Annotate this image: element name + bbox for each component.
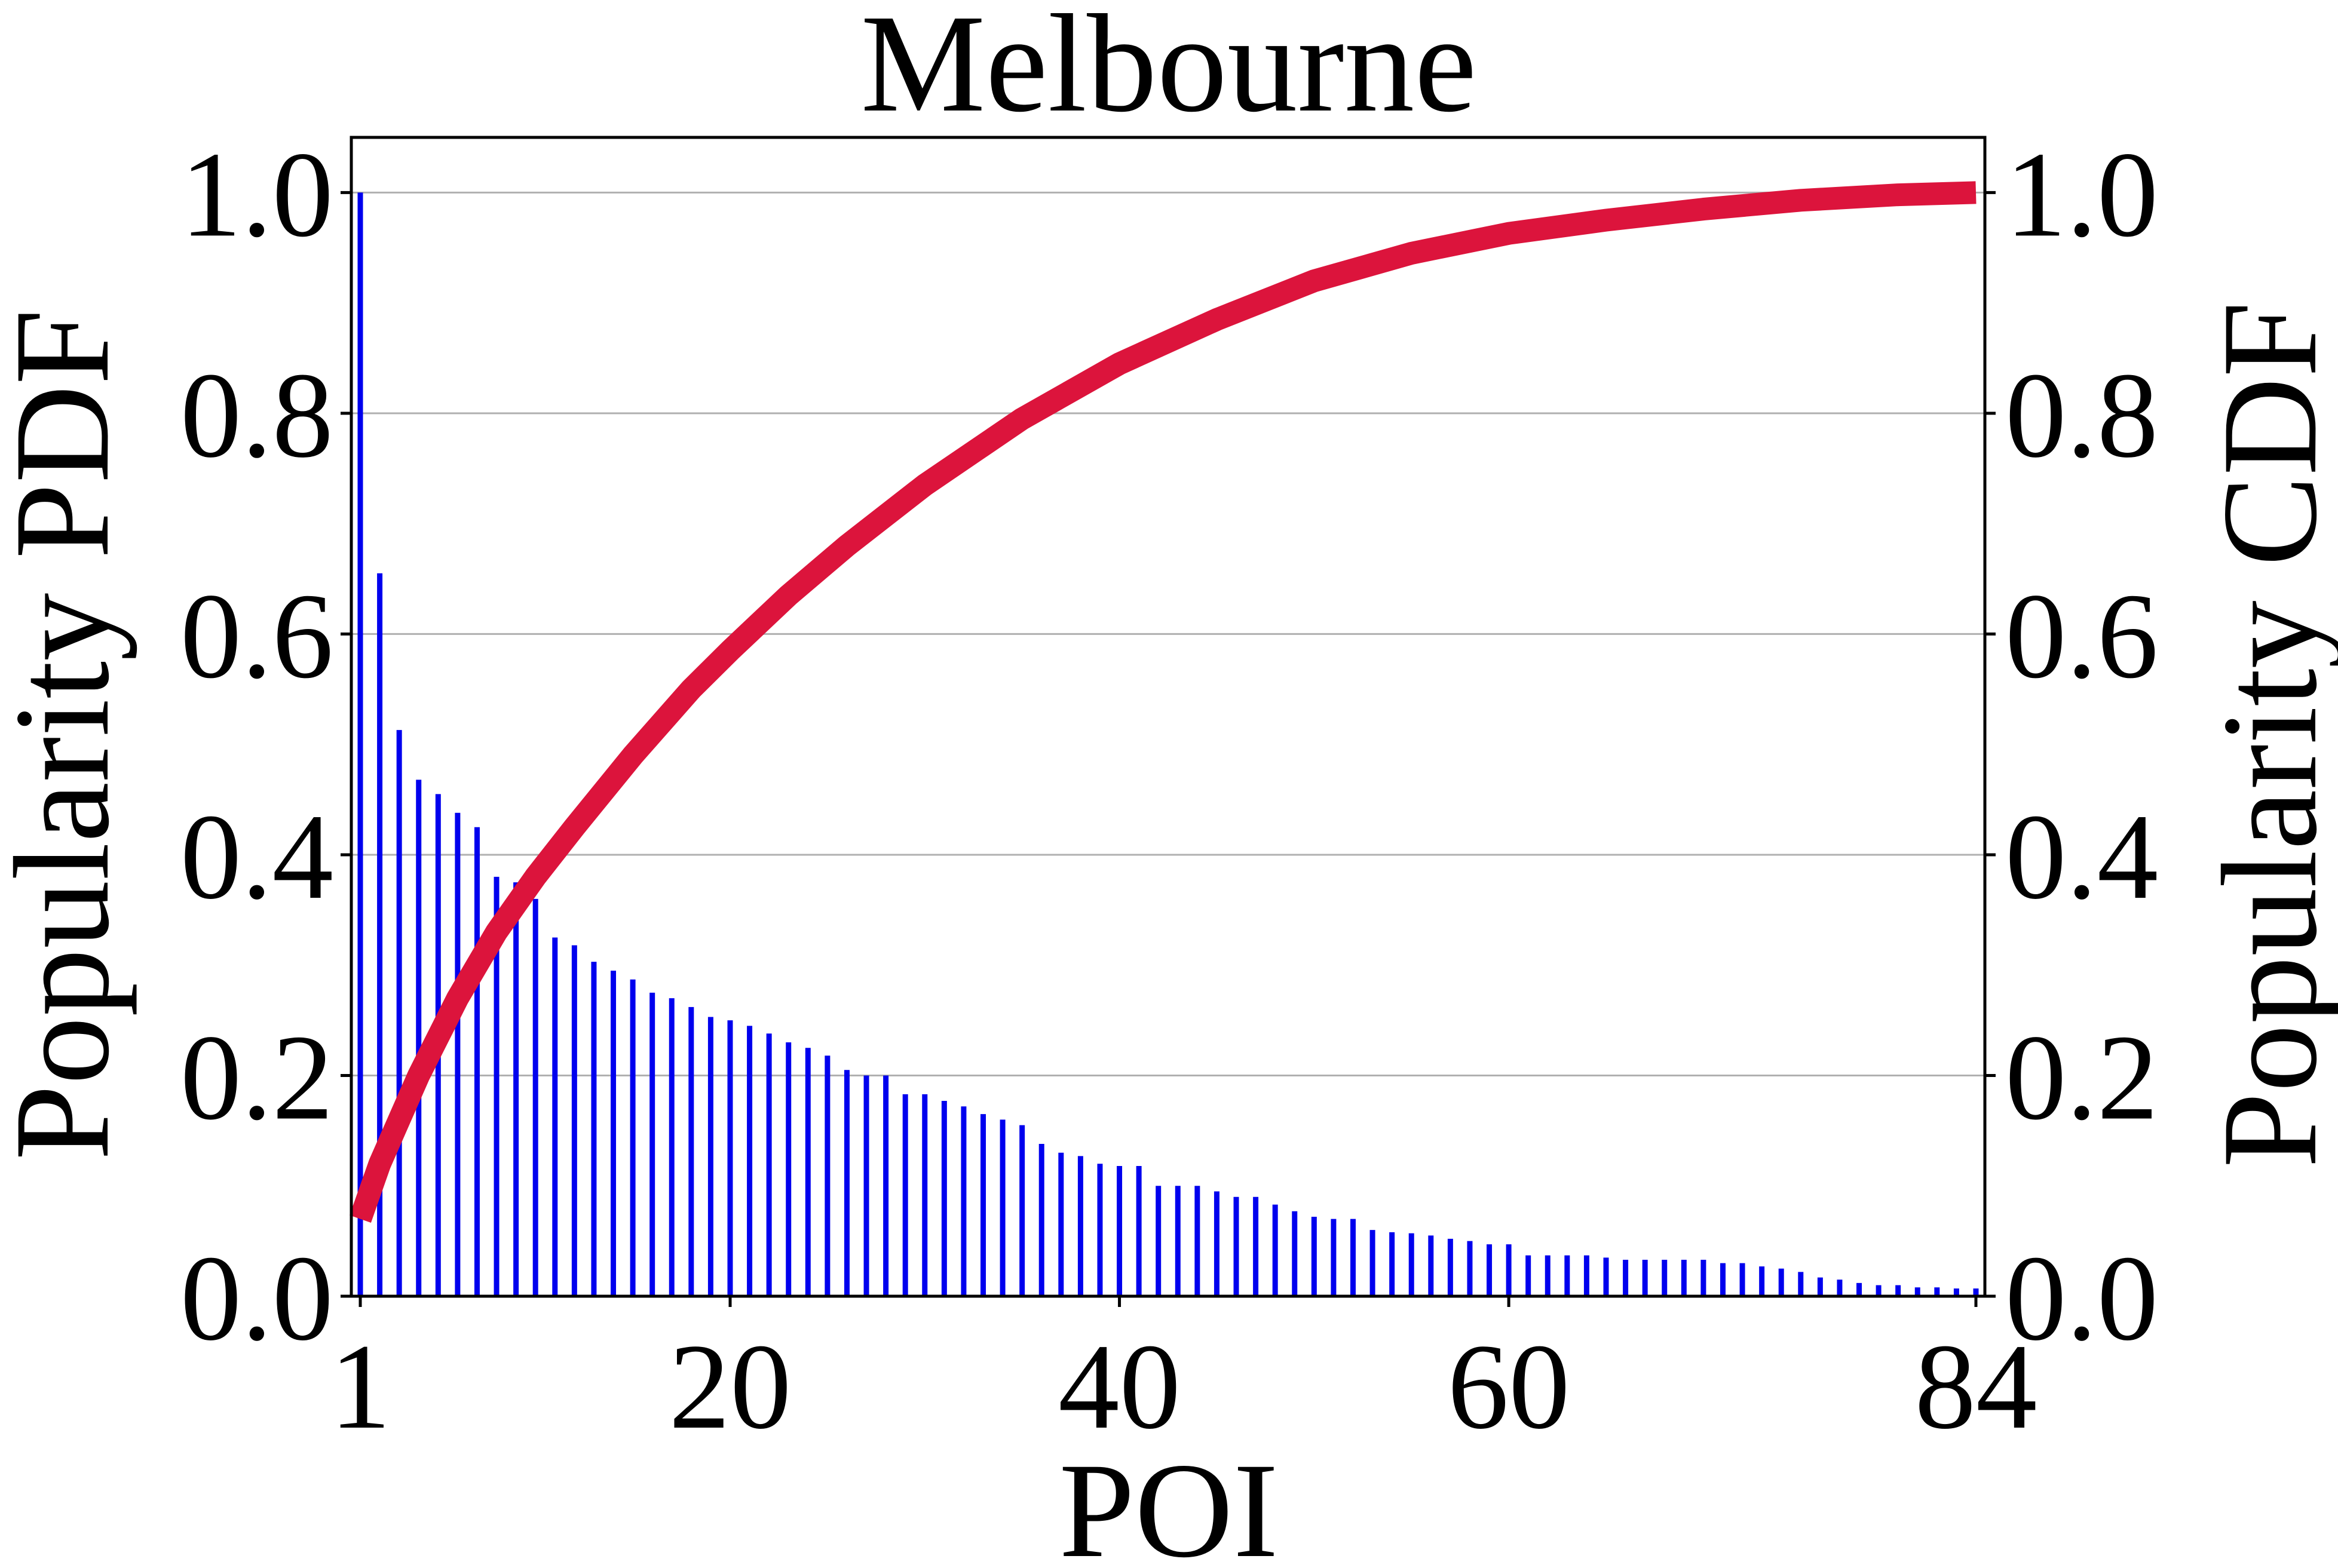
y-tick-label-left-4: 0.8	[180, 348, 333, 483]
y-tick-label-right-5: 1.0	[2005, 127, 2158, 262]
y-tick-label-right-0: 0.0	[2005, 1231, 2158, 1366]
y-tick-label-left-2: 0.4	[180, 789, 333, 925]
y-tick-label-right-3: 0.6	[2005, 568, 2158, 704]
y-tick-label-left-1: 0.2	[180, 1009, 333, 1145]
plot-frame	[350, 136, 1987, 1298]
x-tick-label-4: 84	[1915, 1319, 2037, 1455]
y-axis-title-right: Popularity CDF	[2195, 302, 2338, 1168]
chart-title: Melbourne	[860, 0, 1476, 141]
pdf-bars	[357, 192, 1979, 1296]
y-tick-label-left-5: 1.0	[180, 127, 333, 262]
axis-ticks: 0.0 0.0 0.2 0.2 0.4 0.4 0.6 0.6 0.8 0.8 1.0 1.0 1 20 4…	[180, 127, 2159, 1455]
y-tick-label-left-0: 0.0	[180, 1231, 333, 1366]
x-tick-label-0: 1	[330, 1319, 391, 1455]
cdf-series	[350, 181, 1977, 1223]
x-tick-label-2: 40	[1058, 1319, 1181, 1455]
y-tick-label-right-4: 0.8	[2005, 348, 2158, 483]
x-tick-label-3: 60	[1448, 1319, 1570, 1455]
y-tick-label-left-3: 0.6	[180, 568, 333, 704]
x-axis-title: POI	[1059, 1435, 1278, 1568]
y-tick-label-right-2: 0.4	[2005, 789, 2158, 925]
x-tick-label-1: 20	[669, 1319, 791, 1455]
cdf-line	[350, 181, 1977, 1223]
y-axis-title-left: Popularity PDF	[0, 309, 137, 1160]
y-tick-label-right-1: 0.2	[2005, 1009, 2158, 1145]
